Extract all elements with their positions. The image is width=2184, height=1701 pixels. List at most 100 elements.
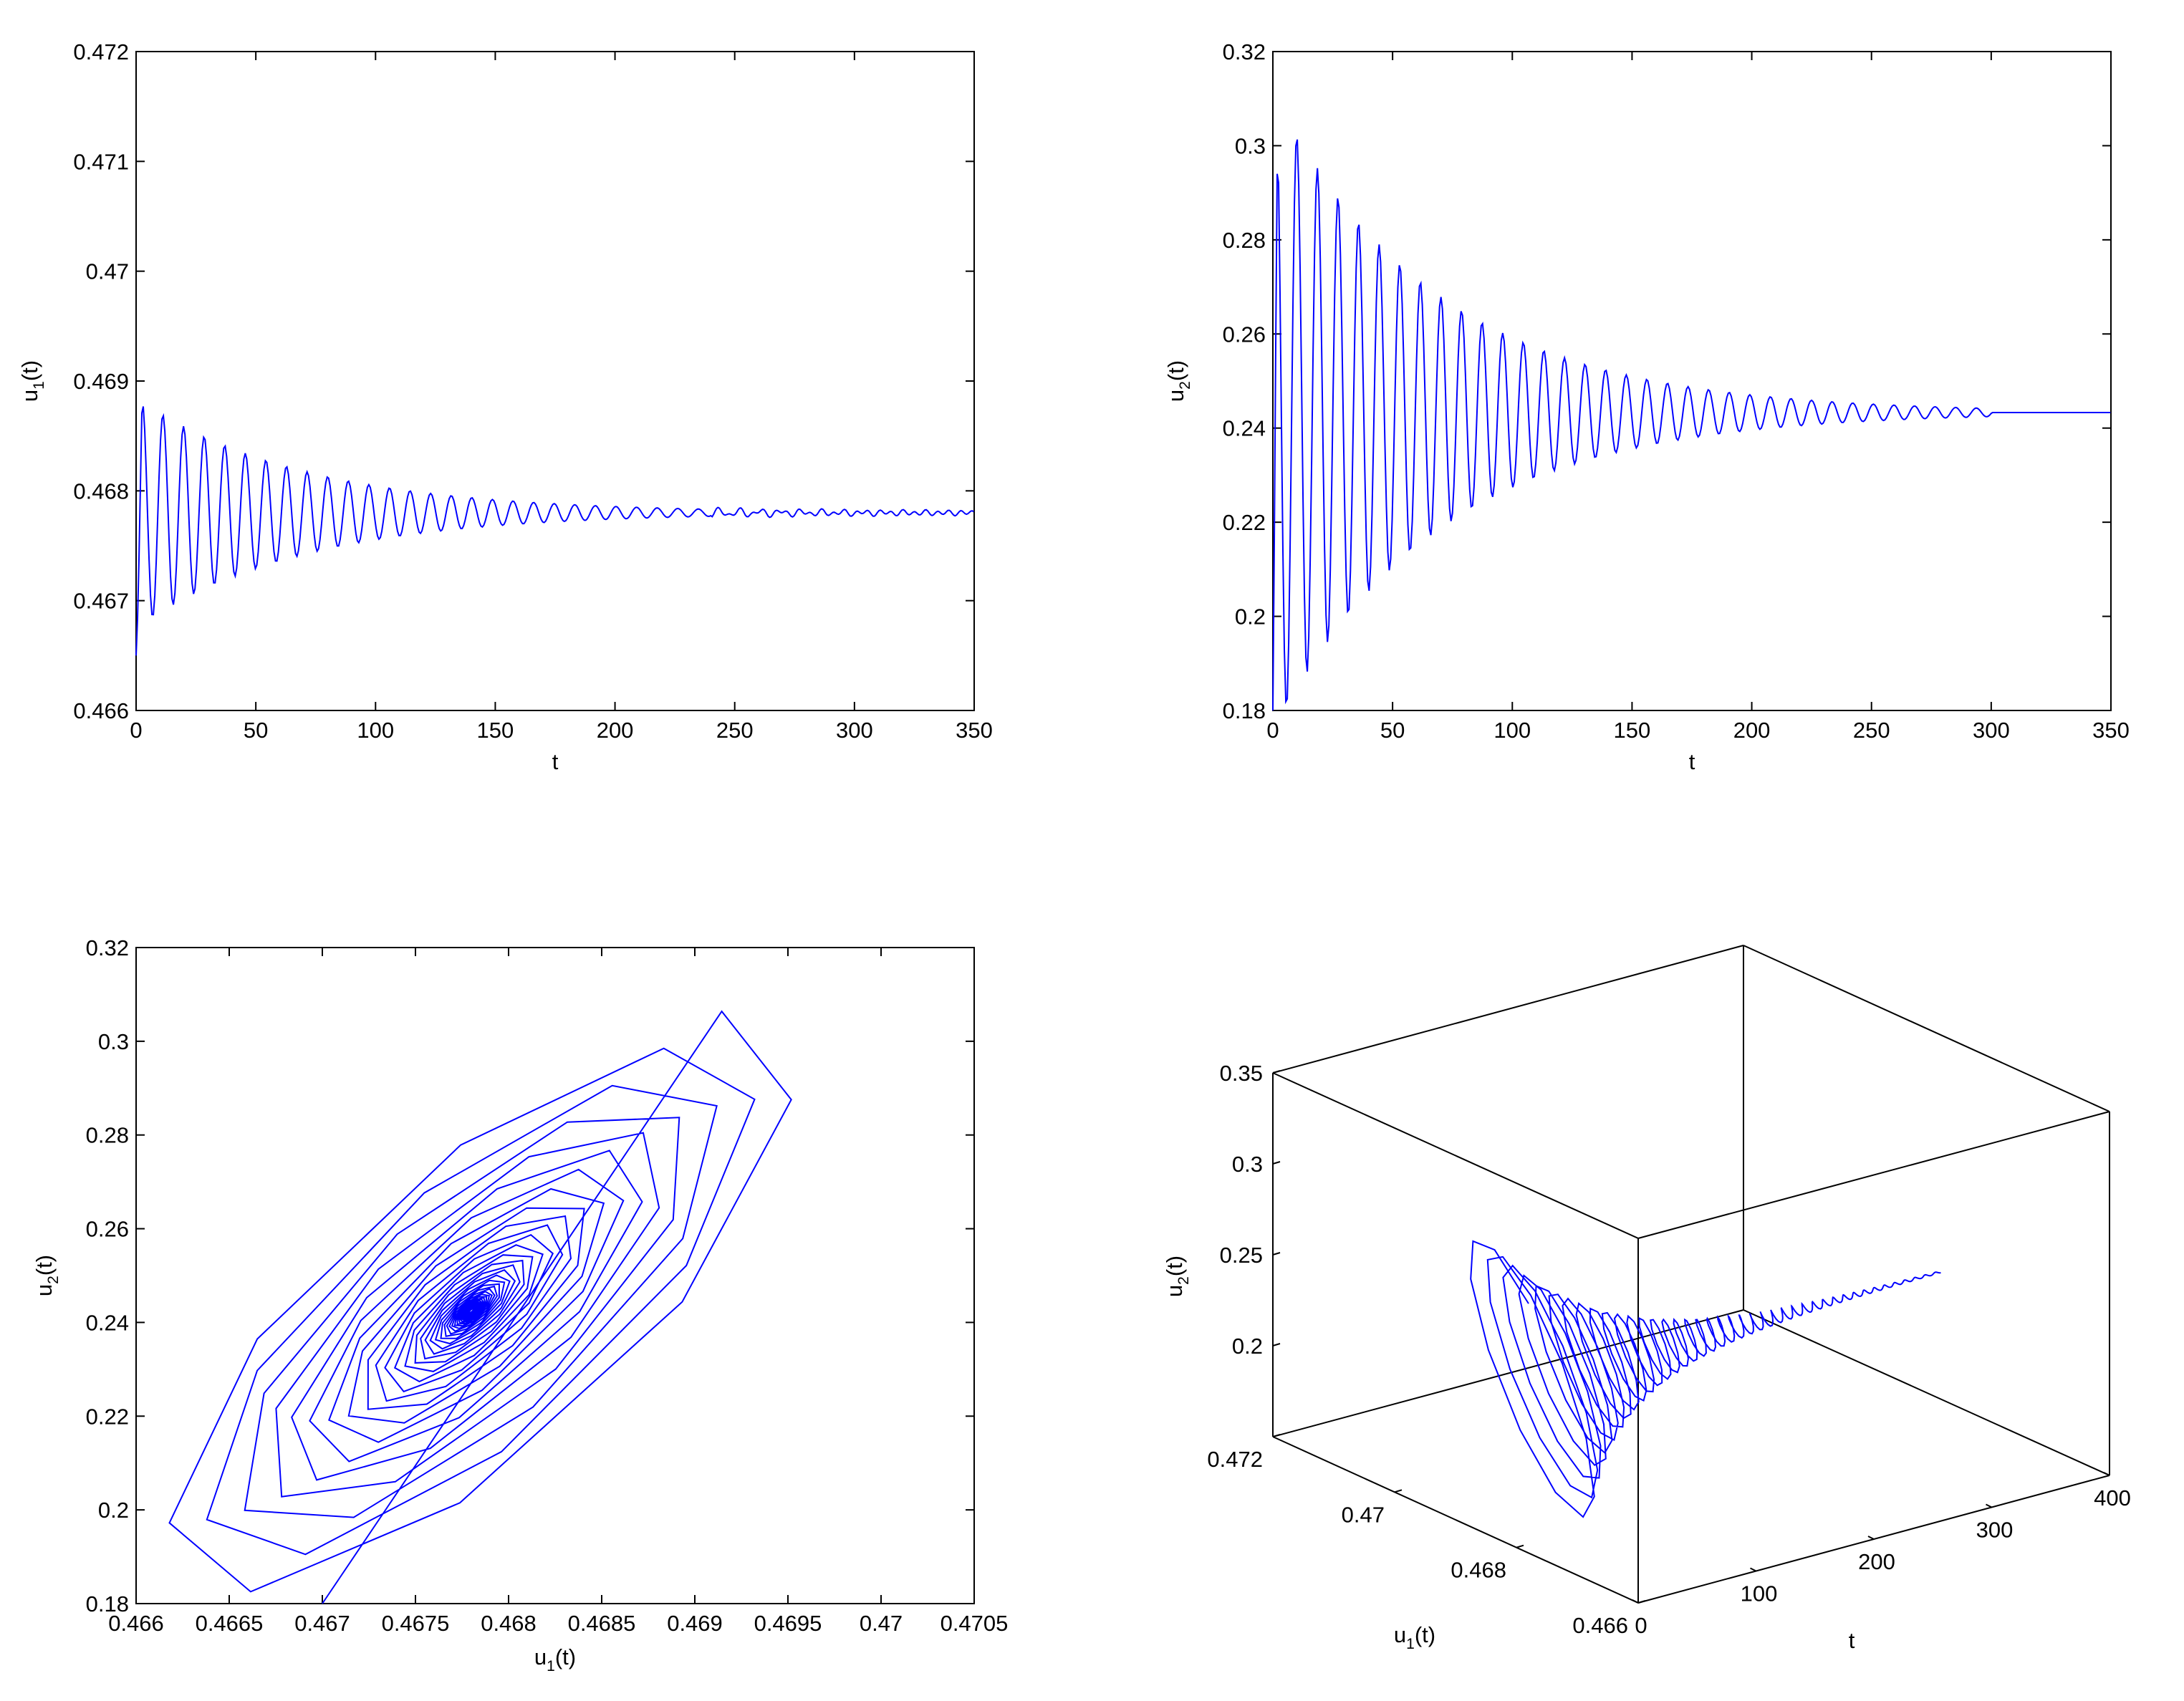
t-tick-mark bbox=[1632, 1599, 1639, 1604]
x-axis-label: t bbox=[552, 749, 559, 774]
y-tick-label: 0.28 bbox=[1223, 228, 1266, 253]
y-axis-label: u2(t) bbox=[32, 1255, 62, 1296]
series-line-phase bbox=[168, 1010, 792, 1604]
tick-group: 0.466 0.4665 0.467 0.4675 0.468 0.4685 0.469 0.… bbox=[86, 935, 1009, 1636]
x-tick-label: 0.4675 bbox=[382, 1611, 450, 1636]
y-tick-label: 0.22 bbox=[86, 1404, 129, 1429]
x-tick-label: 0.47 bbox=[860, 1611, 903, 1636]
u2-axis-label: u2(t) bbox=[1162, 1256, 1192, 1297]
u1-axis-label: u1(t) bbox=[1394, 1622, 1435, 1652]
y-tick-label: 0.18 bbox=[1223, 698, 1266, 723]
x-axis-label: t bbox=[1689, 749, 1695, 774]
x-tick-label: 100 bbox=[1493, 718, 1531, 743]
t-tick-mark bbox=[1986, 1503, 1992, 1508]
x-tick-label: 0.4695 bbox=[754, 1611, 822, 1636]
x-tick-label: 150 bbox=[1614, 718, 1651, 743]
y-tick-label: 0.22 bbox=[1223, 510, 1266, 535]
y-tick-label: 0.468 bbox=[73, 478, 129, 503]
u1-tick-mark bbox=[1516, 1544, 1524, 1548]
y-tick-label: 0.3 bbox=[1235, 133, 1266, 158]
u1-tick-label: 0.472 bbox=[1207, 1447, 1263, 1472]
box-edges bbox=[1272, 945, 2110, 1604]
y-tick-label: 0.24 bbox=[86, 1310, 129, 1335]
u1-tick-mark bbox=[1272, 1434, 1281, 1437]
u2-tick-label: 0.35 bbox=[1220, 1061, 1263, 1086]
x-axis-label: u1(t) bbox=[534, 1644, 576, 1675]
u1-tick-label: 0.468 bbox=[1451, 1558, 1506, 1583]
y-tick-label: 0.471 bbox=[73, 149, 129, 174]
plot-frame bbox=[135, 51, 975, 711]
x-tick-label: 0 bbox=[130, 718, 142, 743]
y-tick-label: 0.24 bbox=[1223, 416, 1266, 441]
x-tick-label: 200 bbox=[1733, 718, 1771, 743]
x-tick-label: 50 bbox=[244, 718, 268, 743]
u1-tick-label: 0.466 bbox=[1572, 1613, 1628, 1638]
series-line-u2 bbox=[1272, 139, 2111, 711]
t-tick-mark bbox=[1750, 1567, 1756, 1572]
y-tick-label: 0.26 bbox=[1223, 322, 1266, 347]
tick-group: 0 50 100 150 200 250 300 350 0.18 0.2 0.22 0.24 0.26… bbox=[1223, 39, 2130, 743]
x-tick-label: 100 bbox=[357, 718, 394, 743]
x-tick-label: 0.467 bbox=[294, 1611, 350, 1636]
x-tick-label: 350 bbox=[2092, 718, 2130, 743]
u2-tick-mark bbox=[1272, 1343, 1281, 1346]
tick-group: 0 100 200 300 400 0.466 0.468 0.47 0.472 0.2 0.25 0… bbox=[1207, 1061, 2130, 1638]
x-tick-label: 0.4705 bbox=[941, 1611, 1009, 1636]
t-tick-mark bbox=[2103, 1472, 2110, 1476]
x-tick-label: 0 bbox=[1266, 718, 1279, 743]
t-tick-label: 200 bbox=[1858, 1549, 1895, 1574]
chart-3d-trajectory: 0 100 200 300 400 0.466 0.468 0.47 0.472 0.2 0.25 0… bbox=[1162, 945, 2131, 1653]
x-tick-label: 300 bbox=[836, 718, 873, 743]
x-tick-label: 150 bbox=[477, 718, 514, 743]
y-tick-label: 0.47 bbox=[86, 259, 129, 284]
x-tick-label: 0.466 bbox=[108, 1611, 164, 1636]
x-tick-label: 50 bbox=[1380, 718, 1405, 743]
u2-tick-mark bbox=[1272, 1070, 1281, 1074]
y-axis-label: u1(t) bbox=[17, 360, 47, 402]
y-tick-label: 0.28 bbox=[86, 1123, 129, 1148]
x-tick-label: 0.468 bbox=[481, 1611, 537, 1636]
u2-tick-mark bbox=[1272, 1252, 1281, 1256]
u1-tick-mark bbox=[1394, 1489, 1403, 1493]
x-tick-label: 250 bbox=[716, 718, 754, 743]
t-tick-label: 300 bbox=[1976, 1518, 2014, 1543]
chart-u1-vs-t: 0 50 100 150 200 250 300 350 0.466 0.467 0.468 0.46… bbox=[17, 39, 993, 774]
u2-tick-label: 0.2 bbox=[1232, 1334, 1263, 1359]
chart-phase-u1-u2: 0.466 0.4665 0.467 0.4675 0.468 0.4685 0.469 0.… bbox=[32, 935, 1008, 1675]
plot-frame bbox=[135, 947, 975, 1604]
u2-tick-label: 0.3 bbox=[1232, 1152, 1263, 1177]
t-axis-label: t bbox=[1849, 1628, 1855, 1653]
y-tick-label: 0.466 bbox=[73, 698, 129, 723]
plot-frame bbox=[1272, 51, 2112, 711]
u2-tick-label: 0.25 bbox=[1220, 1243, 1263, 1268]
x-tick-label: 300 bbox=[1973, 718, 2010, 743]
t-tick-label: 400 bbox=[2094, 1485, 2131, 1510]
t-tick-label: 100 bbox=[1741, 1581, 1778, 1606]
y-tick-label: 0.32 bbox=[1223, 39, 1266, 64]
chart-u2-vs-t: 0 50 100 150 200 250 300 350 0.18 0.2 0.22 0.24 0.26… bbox=[1163, 39, 2130, 774]
y-tick-label: 0.467 bbox=[73, 589, 129, 614]
x-tick-label: 0.4665 bbox=[196, 1611, 264, 1636]
y-tick-label: 0.26 bbox=[86, 1217, 129, 1242]
series-line-u1 bbox=[135, 406, 974, 656]
x-tick-label: 0.4685 bbox=[568, 1611, 636, 1636]
x-tick-label: 200 bbox=[597, 718, 634, 743]
y-tick-label: 0.2 bbox=[98, 1498, 129, 1523]
y-tick-label: 0.472 bbox=[73, 39, 129, 64]
x-tick-label: 0.469 bbox=[667, 1611, 723, 1636]
y-tick-label: 0.3 bbox=[98, 1029, 129, 1054]
x-tick-label: 350 bbox=[956, 718, 993, 743]
t-tick-label: 0 bbox=[1635, 1613, 1647, 1638]
y-tick-label: 0.469 bbox=[73, 369, 129, 394]
u1-tick-label: 0.47 bbox=[1342, 1502, 1385, 1527]
u2-tick-mark bbox=[1272, 1161, 1281, 1165]
x-tick-label: 250 bbox=[1853, 718, 1890, 743]
u1-tick-mark bbox=[1637, 1600, 1646, 1604]
tick-group: 0 50 100 150 200 250 300 350 0.466 0.467 0.468 0.46… bbox=[73, 39, 992, 743]
series-line-3d bbox=[1470, 1240, 1941, 1518]
y-tick-label: 0.32 bbox=[86, 935, 129, 960]
t-tick-mark bbox=[1867, 1536, 1875, 1540]
y-tick-label: 0.2 bbox=[1235, 604, 1266, 630]
y-axis-label: u2(t) bbox=[1163, 360, 1193, 402]
